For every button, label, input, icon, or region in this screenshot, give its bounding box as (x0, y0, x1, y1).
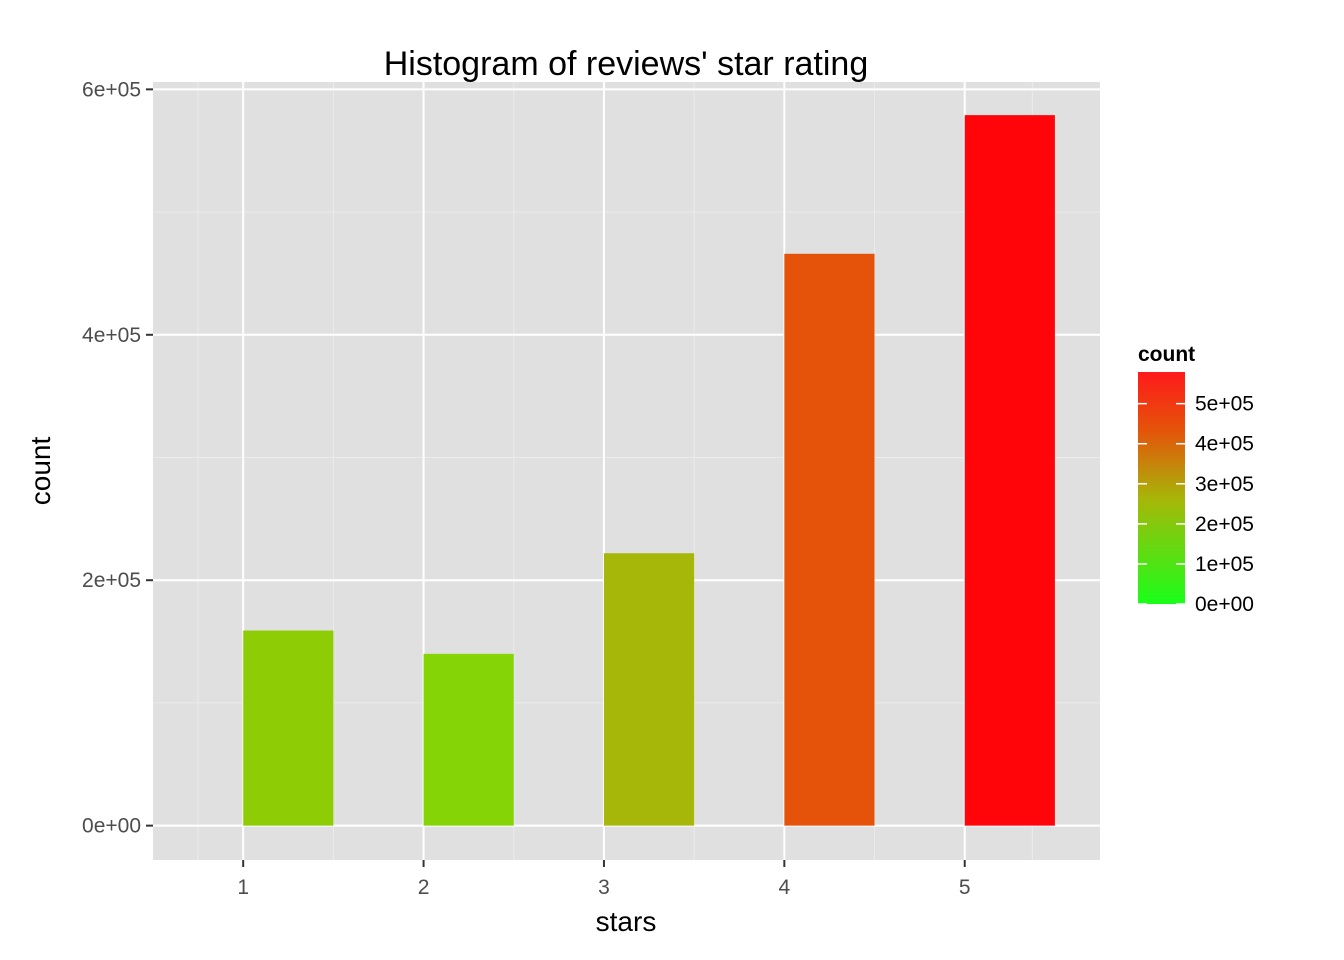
legend-colorbar (1138, 372, 1185, 604)
legend-ticks: 0e+00 1e+05 2e+05 3e+05 4e+05 5e+05 (1138, 393, 1254, 616)
y-tick-label: 0e+00 (82, 815, 141, 838)
legend-label: 1e+05 (1195, 553, 1254, 576)
x-tick-label: 5 (959, 876, 971, 899)
y-axis-title: count (25, 437, 56, 506)
y-axis: 0e+00 2e+05 4e+05 6e+05 (82, 78, 153, 838)
bar-stars-2 (423, 653, 514, 826)
legend-label: 4e+05 (1195, 433, 1254, 456)
x-tick-label: 1 (237, 876, 249, 899)
legend-title: count (1138, 343, 1195, 366)
y-tick-label: 4e+05 (82, 324, 141, 347)
legend-label: 3e+05 (1195, 473, 1254, 496)
x-axis: 1 2 3 4 5 (237, 860, 971, 899)
bar-stars-4 (784, 253, 875, 826)
x-tick-label: 4 (778, 876, 790, 899)
legend-label: 2e+05 (1195, 513, 1254, 536)
y-tick-label: 2e+05 (82, 569, 141, 592)
legend-label: 0e+00 (1195, 593, 1254, 616)
chart-title: Histogram of reviews' star rating (384, 45, 869, 83)
x-tick-label: 3 (598, 876, 610, 899)
y-tick-label: 6e+05 (82, 78, 141, 101)
x-axis-title: stars (596, 906, 657, 937)
bar-stars-3 (603, 553, 695, 826)
legend-label: 5e+05 (1195, 393, 1254, 416)
bar-stars-5 (964, 115, 1055, 826)
legend: count 0e+00 1e+05 2e+05 3e+05 4e+05 5e+05 (1138, 343, 1254, 616)
bar-stars-1 (243, 630, 334, 826)
x-tick-label: 2 (418, 876, 430, 899)
bars (243, 115, 1055, 826)
